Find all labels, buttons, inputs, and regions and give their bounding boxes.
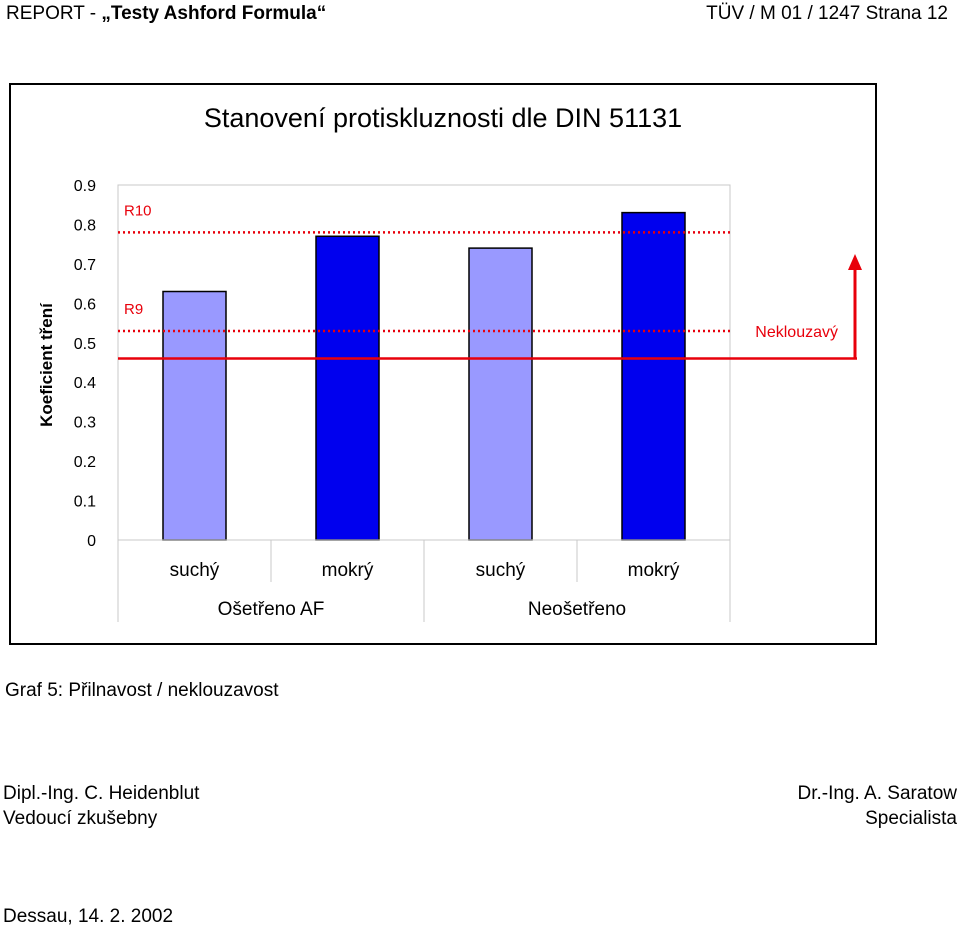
- bar: [315, 235, 380, 541]
- reference-line-label: R9: [124, 301, 143, 318]
- y-tick-label: 0.9: [74, 178, 96, 195]
- bar: [621, 211, 686, 541]
- signature-right: Dr.-Ing. A. Saratow Specialista: [798, 781, 957, 831]
- y-tick-label: 0.5: [74, 336, 96, 353]
- y-tick-label: 0.7: [74, 257, 96, 274]
- y-tick-label: 0: [87, 533, 96, 550]
- reference-line-label: R10: [124, 202, 152, 219]
- y-tick-label: 0.2: [74, 454, 96, 471]
- group-label: Neošetřeno: [528, 599, 626, 620]
- group-label: Ošetřeno AF: [218, 599, 325, 620]
- signature-left: Dipl.-Ing. C. Heidenblut Vedoucí zkušebn…: [3, 781, 199, 831]
- y-axis-label: Koeficient tření: [37, 302, 56, 427]
- x-tick-label: mokrý: [628, 560, 680, 581]
- annotation-label: Neklouzavý: [755, 324, 838, 341]
- bar-chart: 0 0.1 0.2 0.3 0.4 0.5 0.6 0.7 0.8 0.9 Koeficient t…: [37, 178, 862, 622]
- place-date: Dessau, 14. 2. 2002: [3, 906, 174, 927]
- signature-right-role: Specialista: [865, 808, 957, 829]
- y-tick-label: 0.1: [74, 494, 96, 511]
- report-label: REPORT -: [6, 3, 97, 24]
- y-tick-label: 0.3: [74, 415, 96, 432]
- arrow-head: [848, 254, 862, 270]
- y-tick-label: 0.4: [74, 375, 96, 392]
- report-title: „Testy Ashford Formula“: [101, 3, 327, 24]
- y-tick-label: 0.6: [74, 296, 96, 313]
- signature-left-name: Dipl.-Ing. C. Heidenblut: [3, 783, 200, 804]
- bar: [468, 247, 533, 541]
- figure-caption: Graf 5: Přilnavost / neklouzavost: [5, 680, 279, 701]
- chart-frame: [9, 83, 877, 645]
- signature-left-role: Vedoucí zkušebny: [3, 808, 158, 829]
- x-tick-label: mokrý: [322, 560, 374, 581]
- signature-right-name: Dr.-Ing. A. Saratow: [797, 783, 957, 804]
- doc-reference: TÜV / M 01 / 1247 Strana 12: [706, 3, 948, 24]
- bar: [162, 290, 227, 541]
- x-tick-label: suchý: [170, 560, 220, 581]
- x-tick-label: suchý: [476, 560, 526, 581]
- y-tick-label: 0.8: [74, 217, 96, 234]
- chart-title: Stanovení protiskluznosti dle DIN 51131: [203, 103, 683, 133]
- report-header-left: REPORT - „Testy Ashford Formula“: [6, 3, 326, 25]
